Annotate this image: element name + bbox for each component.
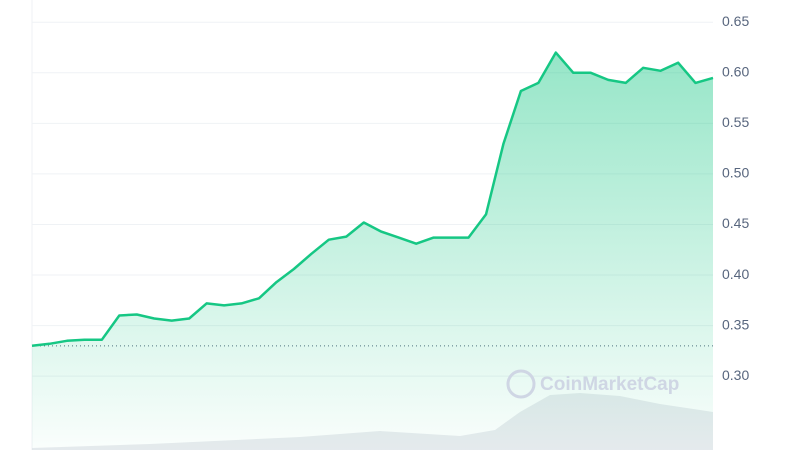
watermark-text: CoinMarketCap	[540, 374, 679, 395]
y-tick-label: 0.45	[722, 215, 749, 231]
watermark: CoinMarketCap	[506, 369, 679, 399]
y-tick-label: 0.65	[722, 13, 749, 29]
y-tick-label: 0.35	[722, 316, 749, 332]
y-tick-label: 0.50	[722, 165, 749, 181]
y-tick-label: 0.55	[722, 114, 749, 130]
price-line	[31, 51, 714, 348]
area-fill	[32, 52, 713, 450]
y-tick-label: 0.40	[722, 266, 749, 282]
y-tick-label: 0.30	[722, 367, 749, 383]
y-tick-label: 0.60	[722, 64, 749, 80]
watermark-logo	[506, 369, 536, 399]
